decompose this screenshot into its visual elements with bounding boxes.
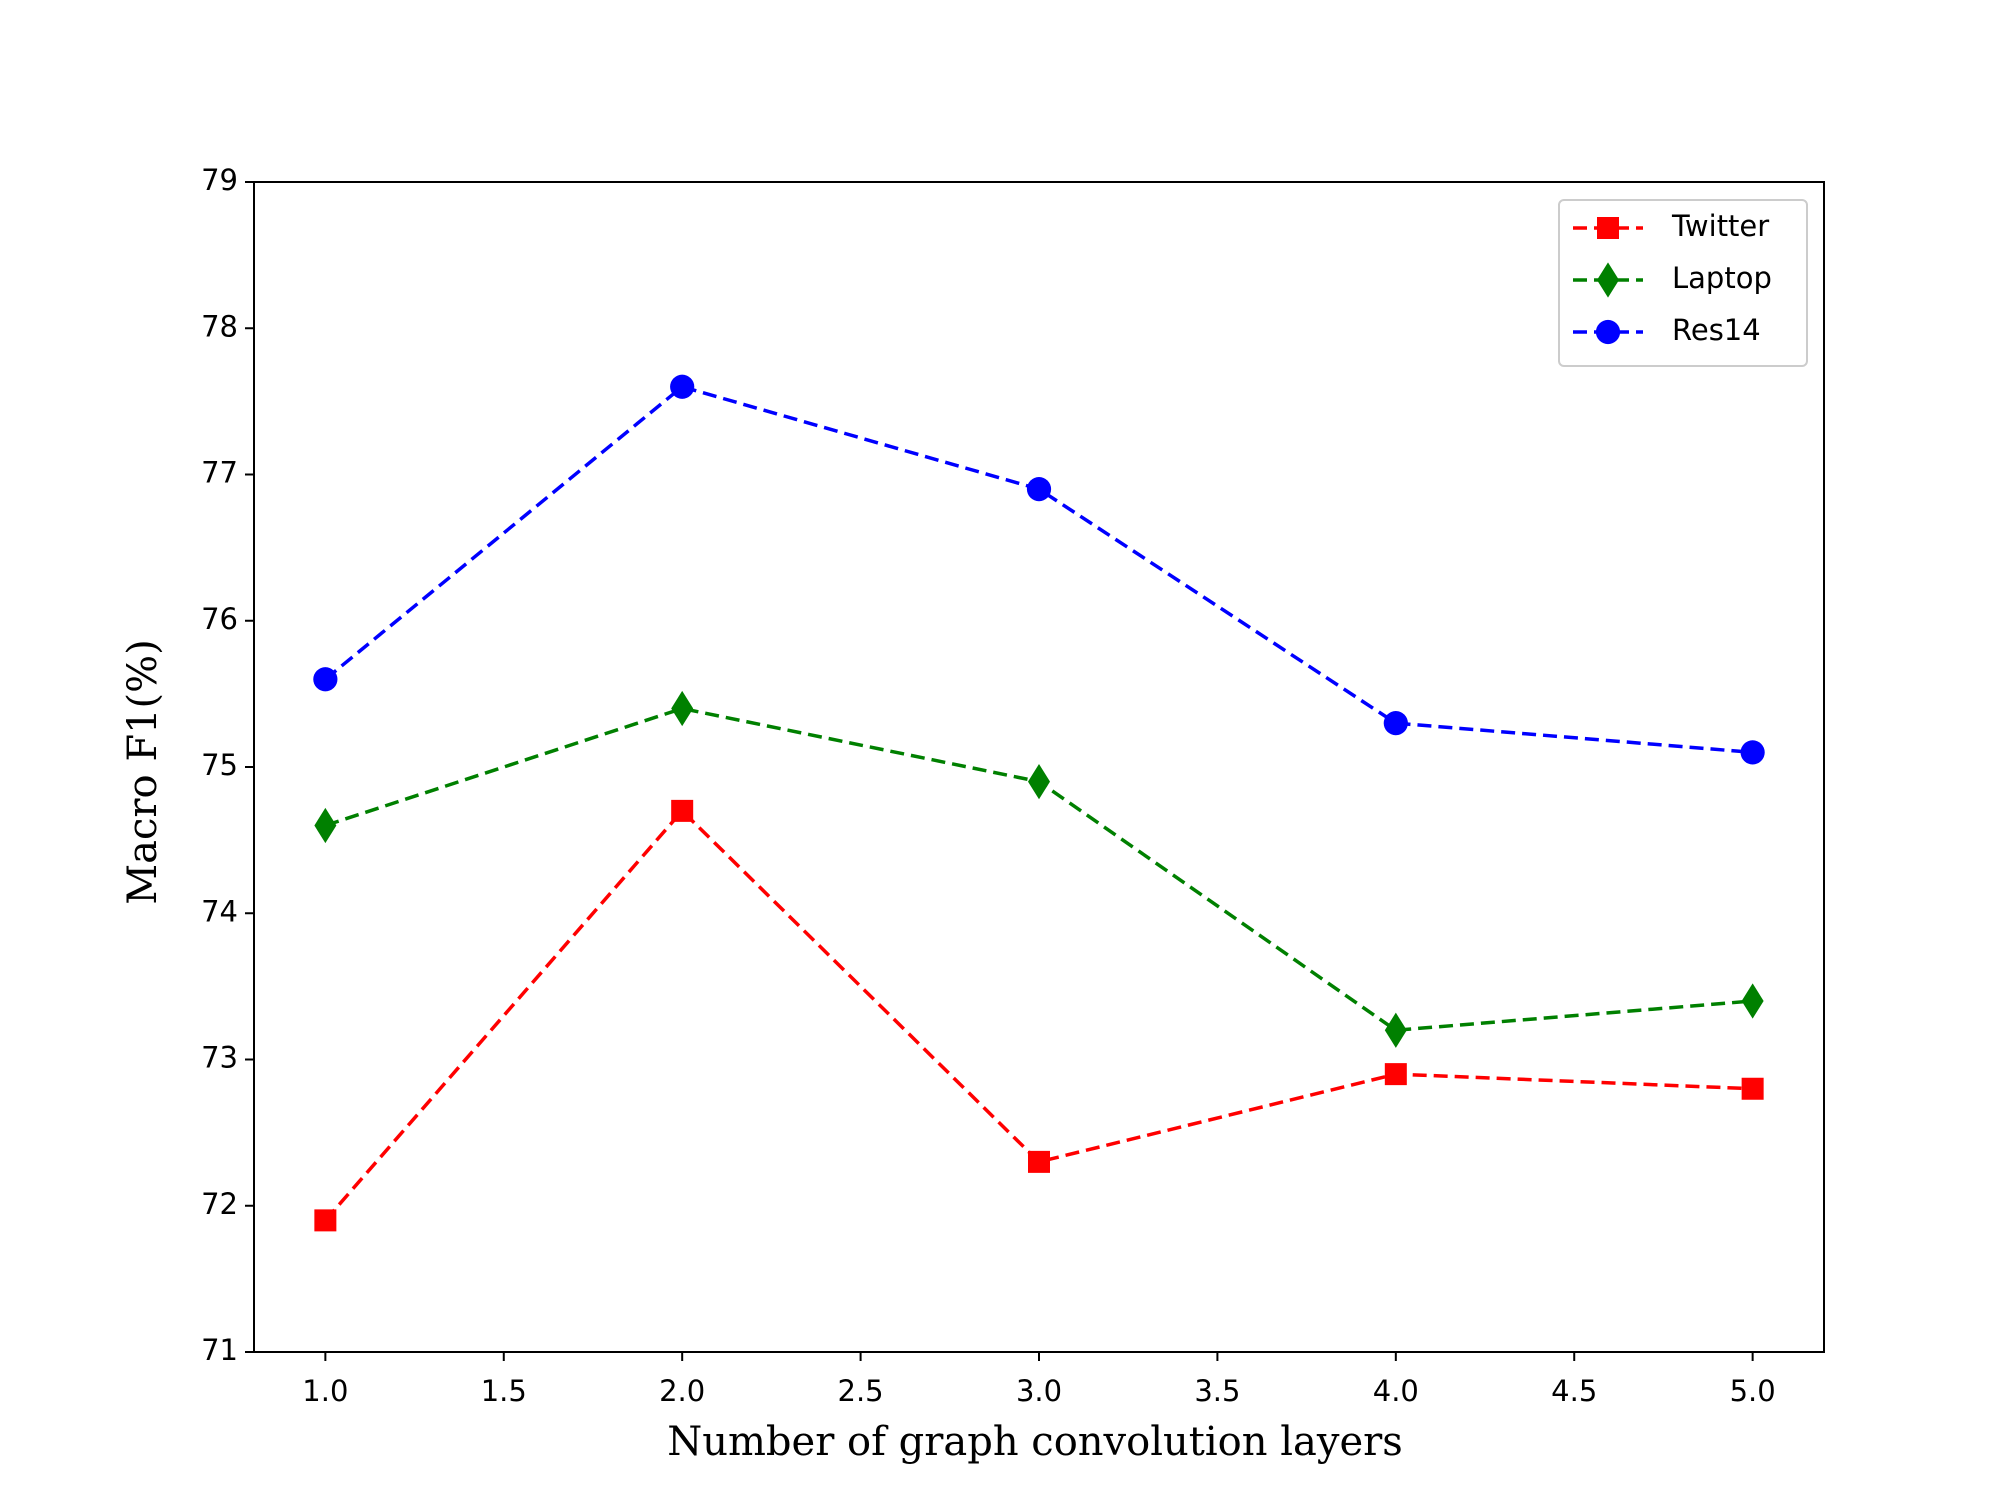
- legend-label: Laptop: [1672, 261, 1772, 295]
- marker: [1384, 1063, 1407, 1086]
- x-tick-label: 4.5: [1551, 1374, 1597, 1408]
- x-axis-label: Number of graph convolution layers: [667, 1419, 1403, 1465]
- y-tick-label: 78: [201, 309, 238, 343]
- y-tick-label: 75: [201, 748, 238, 782]
- marker: [1741, 983, 1764, 1019]
- series-line: [324, 706, 1753, 1033]
- legend-label: Res14: [1672, 313, 1761, 347]
- x-tick-label: 2.0: [659, 1374, 705, 1408]
- marker: [313, 667, 338, 692]
- series-line: [324, 808, 1753, 1222]
- marker: [1384, 1012, 1407, 1048]
- marker: [314, 807, 337, 844]
- marker: [1026, 477, 1052, 502]
- y-tick-label: 74: [201, 894, 238, 928]
- legend-marker: [1597, 217, 1619, 239]
- y-tick-label: 79: [201, 163, 238, 197]
- series-line: [324, 384, 1753, 755]
- y-tick-label: 76: [201, 602, 238, 636]
- legend-box: [1558, 199, 1808, 367]
- marker: [314, 1209, 337, 1232]
- y-tick-label: 73: [201, 1041, 238, 1075]
- y-tick-label: 72: [201, 1187, 238, 1221]
- marker: [1741, 1077, 1764, 1100]
- y-tick-label: 77: [201, 456, 238, 490]
- y-tick-label: 71: [201, 1333, 238, 1367]
- x-tick-label: 3.0: [1016, 1374, 1062, 1408]
- marker: [1383, 711, 1408, 736]
- x-tick-label: 2.5: [838, 1374, 884, 1408]
- legend-marker: [1597, 262, 1619, 298]
- legend-marker: [1595, 319, 1621, 345]
- marker: [671, 690, 694, 727]
- marker: [671, 799, 694, 822]
- marker: [670, 374, 695, 399]
- y-axis-label: Macro F1(%): [120, 639, 166, 905]
- x-tick-label: 5.0: [1730, 1374, 1776, 1408]
- marker: [1028, 764, 1050, 800]
- marker: [1028, 1150, 1050, 1173]
- x-tick-label: 4.0: [1373, 1374, 1419, 1408]
- marker: [1740, 740, 1765, 765]
- x-tick-label: 1.0: [302, 1374, 348, 1408]
- x-tick-label: 1.5: [481, 1374, 527, 1408]
- x-tick-label: 3.5: [1194, 1374, 1240, 1408]
- legend-label: Twitter: [1671, 209, 1769, 243]
